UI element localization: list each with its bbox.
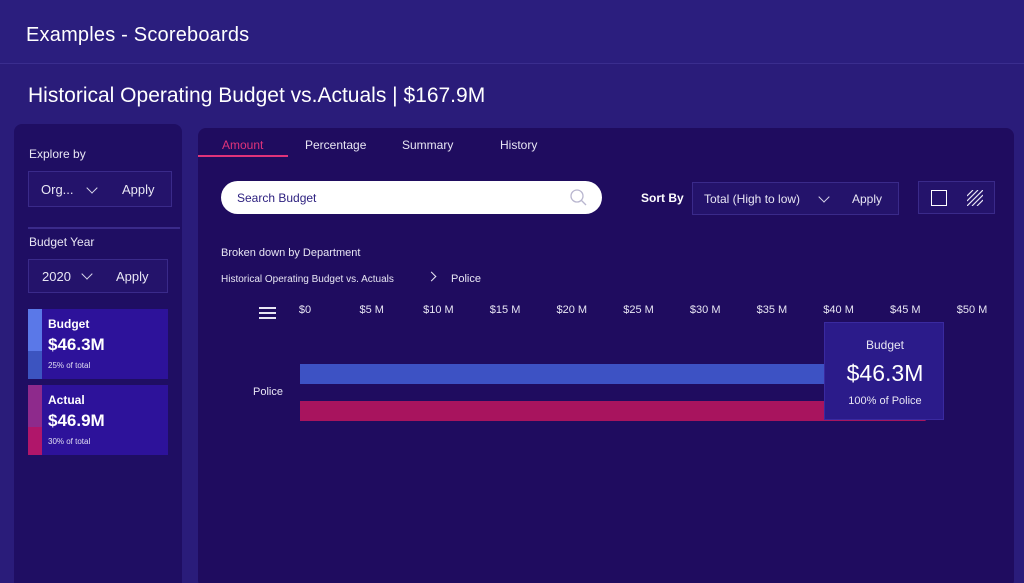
x-tick-label: $40 M (823, 304, 854, 316)
kpi-value: $46.3M (48, 335, 105, 354)
x-tick-label: $25 M (623, 304, 654, 316)
x-tick-label: $5 M (359, 304, 383, 316)
search-icon[interactable] (569, 188, 589, 208)
kpi-title: Actual (48, 393, 85, 407)
app-title: Examples - Scoreboards (26, 24, 250, 46)
actual-kpi-color (28, 385, 42, 427)
budget-year-dropdown[interactable]: 2020 Apply (28, 259, 168, 293)
explore-by-dropdown[interactable]: Org... Apply (28, 171, 172, 207)
sort-apply-button[interactable]: Apply (852, 192, 883, 206)
chart-menu-icon[interactable] (259, 307, 276, 321)
actual-kpi-card[interactable]: Actual $46.9M 30% of total (28, 385, 168, 455)
x-tick-label: $20 M (557, 304, 588, 316)
sort-by-label: Sort By (641, 191, 684, 205)
tooltip-value: $46.3M (846, 360, 924, 386)
category-label: Police (253, 386, 283, 398)
budget-kpi-color (28, 351, 42, 379)
actual-kpi-color (28, 427, 42, 455)
view-toggle[interactable] (918, 181, 995, 214)
bar-budget[interactable] (300, 364, 918, 384)
budget-kpi-color (28, 309, 42, 351)
sort-dropdown[interactable]: Total (High to low) Apply (692, 182, 899, 215)
x-tick-label: $10 M (423, 304, 454, 316)
budget-year-label: Budget Year (29, 235, 95, 249)
page-title: Historical Operating Budget vs.Actuals |… (28, 84, 486, 107)
active-tab-indicator (198, 155, 288, 157)
tab-history[interactable]: History (500, 138, 538, 152)
bar-actual[interactable] (300, 401, 926, 421)
explore-by-label: Explore by (29, 147, 86, 161)
explore-apply-button[interactable]: Apply (122, 182, 155, 197)
divider (28, 227, 180, 229)
budget-year-value: 2020 (42, 269, 71, 284)
tooltip-subtext: 100% of Police (848, 395, 922, 407)
x-tick-label: $0 (299, 304, 311, 316)
budget-kpi-card[interactable]: Budget $46.3M 25% of total (28, 309, 168, 379)
year-apply-button[interactable]: Apply (116, 269, 149, 284)
x-tick-label: $45 M (890, 304, 921, 316)
hatched-view-icon[interactable] (967, 190, 983, 206)
search-placeholder: Search Budget (237, 191, 317, 205)
chart-tooltip: Budget $46.3M 100% of Police (824, 322, 944, 420)
breakdown-label: Broken down by Department (221, 247, 361, 259)
x-tick-label: $35 M (757, 304, 788, 316)
search-input[interactable]: Search Budget (221, 181, 602, 214)
tab-amount[interactable]: Amount (222, 138, 264, 152)
top-bar: Examples - Scoreboards (0, 0, 1024, 64)
x-tick-label: $50 M (957, 304, 988, 316)
tab-summary[interactable]: Summary (402, 138, 454, 152)
tooltip-title: Budget (865, 338, 905, 352)
x-tick-label: $15 M (490, 304, 521, 316)
kpi-title: Budget (48, 317, 90, 331)
x-tick-label: $30 M (690, 304, 721, 316)
kpi-value: $46.9M (48, 411, 105, 430)
solid-view-icon[interactable] (931, 190, 947, 206)
kpi-share: 30% of total (48, 437, 91, 446)
sort-value: Total (High to low) (704, 192, 801, 206)
breadcrumb-current: Police (451, 273, 481, 285)
kpi-share: 25% of total (48, 361, 91, 370)
explore-by-value: Org... (41, 182, 74, 197)
tab-percentage[interactable]: Percentage (305, 138, 367, 152)
breadcrumb-root[interactable]: Historical Operating Budget vs. Actuals (221, 274, 394, 285)
